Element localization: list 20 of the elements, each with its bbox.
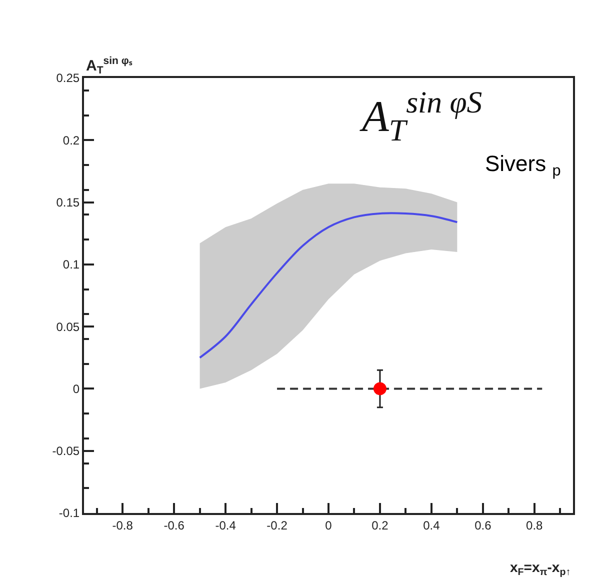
x-tick-label: 0.8 bbox=[526, 518, 544, 532]
x-tick-label: 0.6 bbox=[474, 518, 492, 532]
annotation: Sivers $_{p}$ bbox=[485, 151, 561, 180]
x-tick-label: -0.4 bbox=[215, 518, 236, 532]
x-tick-label: -0.8 bbox=[112, 518, 134, 532]
y-tick-label: 0.1 bbox=[62, 258, 80, 272]
x-tick-label: 0.2 bbox=[372, 518, 389, 532]
x-tick-label: -0.6 bbox=[164, 518, 185, 532]
x-tick-label: 0 bbox=[325, 518, 332, 532]
y-tick-label: -0.1 bbox=[58, 506, 80, 520]
y-tick-label: 0.15 bbox=[56, 195, 80, 210]
x-axis-title: x$_{F}$=x$_{π}$-x$_{p↑}$ bbox=[510, 559, 571, 578]
x-tick-label: -0.2 bbox=[266, 518, 288, 532]
x-tick-label: 0.4 bbox=[423, 518, 440, 532]
y-tick-label: 0 bbox=[72, 382, 80, 396]
y-tick-label: 0.25 bbox=[56, 71, 80, 86]
line-series bbox=[198, 212, 458, 359]
y-tick-label: -0.05 bbox=[52, 444, 80, 458]
y-tick-label: 0.05 bbox=[56, 320, 80, 334]
y-tick-label: 0.2 bbox=[62, 133, 80, 148]
